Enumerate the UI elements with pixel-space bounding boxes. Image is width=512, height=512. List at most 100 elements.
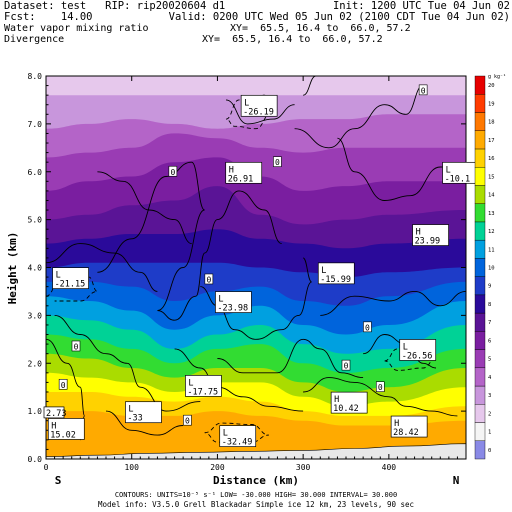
colorbar-unit: g kg⁻¹: [488, 74, 506, 80]
divergence-label: 2.73: [43, 406, 66, 419]
label-letter: H: [51, 421, 56, 431]
label-letter: L: [128, 405, 133, 415]
divergence-contours: [46, 76, 466, 443]
label-value: 28.42: [393, 428, 419, 438]
colorbar-cell: [474, 276, 486, 296]
y-tick-label: 6.0: [28, 168, 43, 177]
colorbar-cell: [474, 148, 486, 168]
zero-text: 0: [275, 158, 280, 167]
footer-line2: Model info: V3.5.0 Grell Blackadar Simpl…: [98, 500, 414, 509]
contour-line-11: [303, 377, 458, 417]
zero-label: 0: [363, 321, 372, 333]
divergence-label: H15.02: [47, 418, 85, 440]
header-line3-left: Water vapor mixing ratio: [4, 23, 149, 34]
zero-label: 0: [71, 340, 81, 351]
contour-labels: L-26.19H26.91L-10.1H23.99L-21.15L-15.99L…: [43, 94, 479, 448]
zero-label: 0: [375, 381, 385, 392]
zero-label: 0: [183, 414, 192, 426]
header-line3-right: XY= 65.5, 16.4 to 66.0, 57.2: [230, 23, 411, 34]
colorbar-label: 13: [488, 211, 495, 217]
colorbar-label: 19: [488, 101, 495, 107]
divergence-label: L-32.49: [219, 425, 257, 448]
y-tick-label: 7.0: [28, 120, 43, 129]
label-letter: H: [394, 419, 399, 429]
zero-box: [341, 359, 351, 371]
zero-label: 0: [204, 273, 214, 284]
label-box: [125, 401, 162, 424]
colorbar-label: 0: [488, 448, 491, 454]
label-box: [330, 391, 368, 414]
label-letter: L: [223, 429, 228, 439]
label-value: -15.99: [320, 275, 351, 285]
label-box: [43, 406, 65, 419]
colorbar-label: 9: [488, 284, 491, 290]
colorbar-label: 5: [488, 357, 491, 363]
zero-label: 0: [418, 84, 428, 96]
zero-text: 0: [365, 323, 370, 332]
x-axis-label: Distance (km): [213, 474, 299, 487]
footer-line1: CONTOURS: UNITS=10⁻⁵ s⁻¹ LOW= -30.000 HI…: [115, 491, 397, 499]
y-axis-label: Height (km): [6, 232, 19, 305]
colorbar-label: 7: [488, 320, 491, 326]
label-value: -26.19: [243, 107, 274, 117]
zero-text: 0: [185, 417, 190, 426]
y-tick-label: 5.0: [28, 216, 43, 225]
colorbar-cell: [474, 349, 486, 369]
zero-text: 0: [170, 168, 175, 177]
zero-text: 0: [421, 86, 426, 95]
colorbar-label: 20: [488, 83, 495, 89]
label-letter: L: [244, 98, 249, 108]
colorbar-cell: [474, 422, 486, 441]
label-box: [47, 418, 85, 440]
label-box: [317, 262, 355, 285]
label-box: [412, 224, 449, 246]
header-line1-left: Dataset: test RIP: rip20020604 d1: [4, 0, 226, 12]
divergence-label: H28.42: [390, 415, 428, 438]
zero-box: [183, 414, 192, 426]
colorbar-label: 12: [488, 229, 495, 235]
divergence-label: L-15.99: [317, 262, 355, 285]
header-line4-left: Divergence: [4, 34, 65, 45]
contour-line-10: [217, 338, 364, 379]
divergence-label: L-26.19: [240, 94, 278, 117]
colorbar-label: 4: [488, 375, 492, 381]
contour-line-14: [105, 410, 184, 436]
colorbar-cell: [474, 130, 486, 150]
divergence-label: H23.99: [412, 224, 449, 247]
zero-box: [375, 381, 385, 392]
colorbar-label: 17: [488, 138, 495, 144]
x-end-label-left: S: [55, 474, 62, 487]
contour-line-2: [302, 76, 317, 96]
y-tick-label: 3.0: [28, 311, 43, 320]
zero-label: 0: [168, 165, 178, 177]
label-value: 26.91: [228, 174, 254, 184]
colorbar-cell: [474, 239, 486, 259]
y-axis-ticks: 0.0 1.0 2.0 3.0 4.0 5.0 6.0 7.0 8.0: [28, 72, 466, 464]
colorbar-cell: [474, 385, 486, 405]
zero-box: [363, 321, 372, 333]
label-box: [225, 161, 263, 184]
contour-dashed-2: [204, 422, 269, 443]
label-letter: H: [334, 395, 339, 405]
divergence-label: H26.91: [225, 161, 263, 184]
colorbar-cell: [474, 221, 486, 241]
zero-box: [418, 84, 428, 96]
colorbar-label: 18: [488, 120, 495, 126]
label-box: [399, 339, 437, 361]
contour-line-0: [97, 161, 282, 321]
x-tick-label: 400: [382, 463, 397, 472]
colorbar-cell: [474, 112, 486, 131]
contour-line-4: [294, 85, 424, 149]
colorbar-label: 3: [488, 393, 491, 399]
label-value: 2.73: [46, 409, 66, 419]
zero-text: 0: [344, 362, 349, 371]
x-tick-label: 0: [44, 463, 49, 472]
label-letter: L: [188, 378, 193, 388]
contour-line-12: [174, 348, 304, 412]
zero-box: [58, 378, 68, 390]
label-letter: L: [321, 266, 326, 276]
x-axis-ticks: 0 100 200 300 400: [44, 76, 458, 472]
colorbar-cell: [474, 166, 486, 186]
y-tick-label: 0.0: [28, 455, 43, 464]
